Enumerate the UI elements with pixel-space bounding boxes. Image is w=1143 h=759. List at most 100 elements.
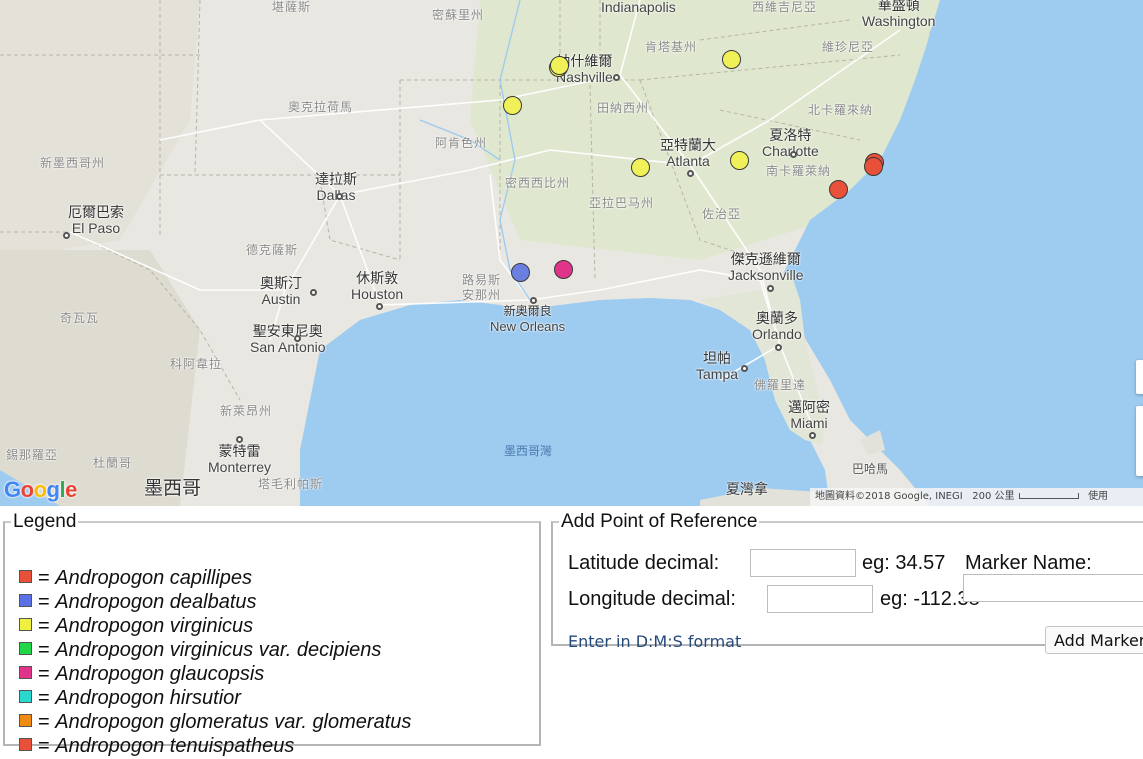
legend-equals: =	[38, 687, 50, 709]
city-dot	[790, 151, 797, 158]
legend-item: = Andropogon capillipes	[19, 567, 252, 591]
city-dot	[530, 297, 537, 304]
scale-bar	[1018, 493, 1079, 499]
longitude-label: Longitude decimal:	[568, 588, 736, 610]
legend-species-label: Andropogon virginicus var. decipiens	[55, 639, 382, 661]
legend-equals: =	[38, 711, 50, 733]
reference-panel: Add Point of Reference Latitude decimal:…	[551, 511, 1143, 654]
city-name-zh: 奧斯汀	[260, 276, 302, 292]
legend-species-label: Andropogon dealbatus	[55, 591, 257, 613]
city-dot	[687, 170, 694, 177]
city-name-en: Tampa	[696, 366, 739, 382]
legend-panel: Legend = Andropogon capillipes = Andropog…	[3, 511, 541, 757]
google-logo-letter: l	[59, 477, 66, 502]
legend-item: = Andropogon dealbatus	[19, 591, 257, 615]
city-name-zh: 奧蘭多	[755, 311, 798, 327]
legend-species-label: Andropogon tenuispatheus	[55, 735, 295, 757]
state-label-missouri: 密蘇里州	[432, 8, 485, 22]
species-marker[interactable]	[554, 260, 573, 279]
city-label-miami: 邁阿密 Miami	[788, 401, 830, 431]
state-label-louisiana-2: 安那州	[462, 288, 502, 302]
map-view[interactable]: 堪薩斯 密蘇里州 肯塔基州 西維吉尼亞 維珍尼亞 奧克拉荷馬 阿肯色州 田納西州…	[0, 0, 1143, 506]
state-label-kansas: 堪薩斯	[272, 0, 312, 14]
legend-swatch	[19, 738, 32, 752]
longitude-input[interactable]	[767, 585, 873, 613]
city-label-houston: 休斯敦 Houston	[351, 272, 403, 302]
marker-name-input[interactable]	[963, 574, 1143, 602]
city-name-zh: 新奧爾良	[503, 304, 552, 318]
state-label-chihuahua: 奇瓦瓦	[60, 311, 100, 325]
legend-swatch	[19, 570, 32, 584]
google-logo-letter: o	[20, 477, 34, 502]
map-basemap	[0, 0, 1143, 506]
city-label-orlando: 奧蘭多 Orlando	[752, 312, 802, 342]
latitude-input[interactable]	[750, 549, 856, 577]
map-attribution: 地圖資料©2018 Google, INEGI 200 公里 使用	[810, 488, 1143, 506]
add-marker-button[interactable]: Add Marker	[1045, 626, 1143, 654]
legend-species-label: Andropogon glomeratus var. glomeratus	[55, 711, 412, 733]
city-dot	[336, 193, 343, 200]
city-name-zh: 夏洛特	[769, 128, 812, 144]
state-label-kentucky: 肯塔基州	[645, 40, 698, 54]
attribution-text: 地圖資料©2018 Google, INEGI	[815, 491, 963, 502]
state-label-south-carolina: 南卡羅萊納	[766, 164, 832, 178]
species-marker[interactable]	[829, 180, 848, 199]
city-name-en: Orlando	[752, 326, 802, 342]
state-label-nuevo-leon: 新萊昂州	[220, 404, 273, 418]
state-label-new-mexico: 新墨西哥州	[40, 156, 106, 170]
legend-swatch	[19, 642, 32, 656]
city-label-el-paso: 厄爾巴索 El Paso	[68, 206, 124, 236]
state-label-coahuila: 科阿韋拉	[170, 357, 223, 371]
marker-name-label: Marker Name:	[965, 552, 1092, 574]
legend-item: = Andropogon glaucopsis	[19, 663, 264, 687]
city-name-zh: 納什維爾	[556, 54, 613, 70]
legend-equals: =	[38, 663, 50, 685]
city-name-en: Miami	[790, 415, 828, 431]
species-marker[interactable]	[730, 151, 749, 170]
zoom-control[interactable]	[1136, 406, 1143, 476]
legend-equals: =	[38, 591, 50, 613]
species-marker[interactable]	[864, 157, 883, 176]
latitude-example: eg: 34.57	[862, 552, 946, 574]
city-label-jacksonville: 傑克遜維爾 Jacksonville	[728, 253, 803, 283]
city-name-en: Indianapolis	[601, 0, 676, 15]
city-label-austin: 奧斯汀 Austin	[260, 277, 302, 307]
species-marker[interactable]	[722, 50, 741, 69]
dms-format-link[interactable]: Enter in D:M:S format	[568, 632, 742, 651]
city-name-zh: 傑克遜維爾	[730, 252, 801, 268]
species-marker[interactable]	[511, 263, 530, 282]
country-label-mexico: 墨西哥	[144, 477, 202, 499]
state-label-oklahoma: 奧克拉荷馬	[288, 100, 354, 114]
legend-swatch	[19, 690, 32, 704]
legend-swatch	[19, 618, 32, 632]
state-label-tamaulipas: 塔毛利帕斯	[258, 477, 324, 491]
legend-item: = Andropogon hirsutior	[19, 687, 241, 711]
city-name-zh: 休斯敦	[356, 271, 399, 287]
legend-item: = Andropogon virginicus var. decipiens	[19, 639, 381, 663]
state-label-north-carolina: 北卡羅來納	[808, 103, 874, 117]
city-label-san-antonio: 聖安東尼奧 San Antonio	[250, 325, 326, 355]
legend-equals: =	[38, 615, 50, 637]
terms-link[interactable]: 使用	[1088, 491, 1109, 502]
city-label-indianapolis: Indianapolis	[601, 0, 676, 15]
city-dot	[613, 74, 620, 81]
species-marker[interactable]	[550, 56, 569, 75]
city-dot	[741, 365, 748, 372]
city-dot	[376, 303, 383, 310]
water-label-gulf: 墨西哥灣	[504, 444, 553, 458]
state-label-arkansas: 阿肯色州	[435, 136, 488, 150]
city-label-washington: 華盛頓 Washington	[862, 0, 935, 29]
state-label-tennessee: 田納西州	[597, 101, 650, 115]
legend-species-label: Andropogon glaucopsis	[55, 663, 265, 685]
map-control-button[interactable]	[1136, 360, 1143, 394]
species-marker[interactable]	[631, 158, 650, 177]
city-name-en: Washington	[862, 13, 936, 29]
city-name-en: New Orleans	[490, 319, 566, 334]
google-logo[interactable]: Google	[4, 477, 77, 503]
city-name-en: San Antonio	[250, 339, 326, 355]
city-dot	[310, 289, 317, 296]
city-label-havana: 夏灣拿	[726, 482, 768, 498]
legend-species-label: Andropogon virginicus	[55, 615, 254, 637]
city-name-en: Atlanta	[666, 153, 710, 169]
species-marker[interactable]	[503, 96, 522, 115]
